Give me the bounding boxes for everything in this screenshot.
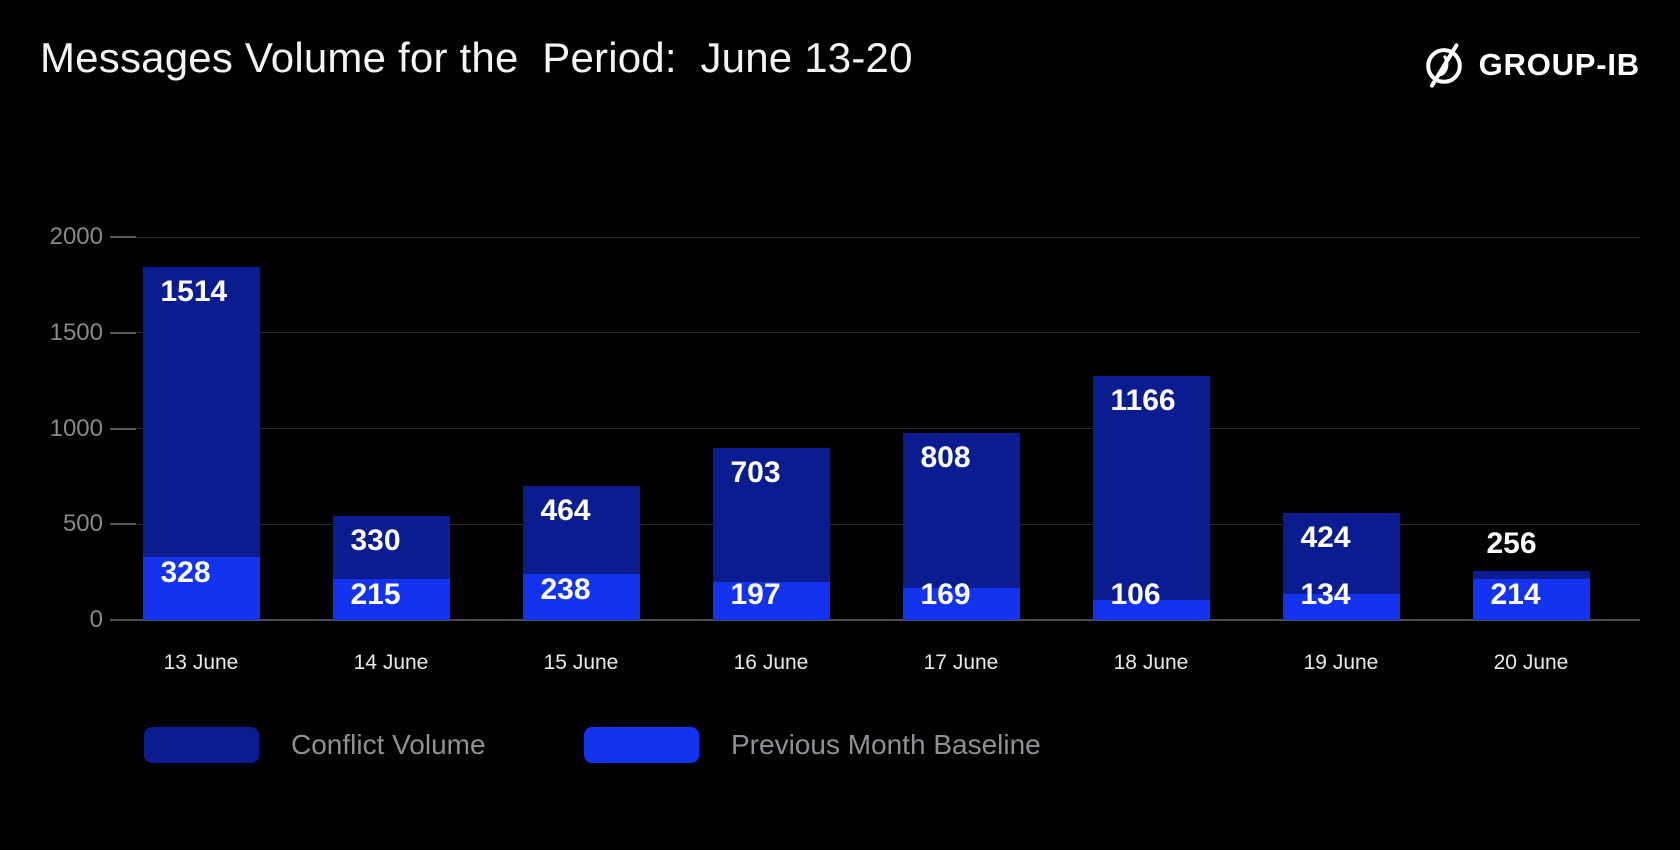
conflict-value-label: 1166 [1110, 384, 1176, 418]
chart-title: Messages Volume for the Period: June 13-… [40, 34, 913, 81]
bar-18-june[interactable]: 1166 106 [1092, 376, 1210, 620]
bar-16-june[interactable]: 703 197 [712, 447, 830, 620]
legend-swatch-baseline [584, 727, 699, 763]
legend-item-previous-month-baseline[interactable]: Previous Month Baseline [584, 724, 1041, 766]
conflict-value-label: 424 [1300, 521, 1351, 555]
baseline-bar-segment [142, 557, 260, 620]
axis-tick-1000 [110, 427, 136, 430]
y-tick-label-500: 500 [62, 510, 103, 538]
baseline-value-label: 214 [1490, 577, 1541, 611]
conflict-value-label: 256 [1486, 526, 1537, 560]
x-label-16-june: 16 June [733, 651, 809, 674]
baseline-bar-segment [1472, 579, 1590, 620]
bar-20-june[interactable]: 214 [1472, 570, 1590, 620]
x-label-20-june: 20 June [1493, 651, 1569, 674]
baseline-value-label: 215 [350, 577, 401, 611]
x-label-14-june: 14 June [353, 651, 429, 674]
y-tick-label-1500: 1500 [49, 318, 103, 346]
x-label-13-june: 13 June [163, 651, 239, 674]
y-tick-label-2000: 2000 [49, 223, 103, 250]
baseline-bar-segment [332, 578, 450, 620]
baseline-bar-segment [522, 574, 640, 620]
legend-swatch-conflict [144, 727, 259, 763]
conflict-value-label: 330 [350, 523, 401, 557]
x-label-19-june: 19 June [1303, 651, 1379, 674]
x-label-17-june: 17 June [923, 651, 999, 674]
bar-19-june[interactable]: 424 134 [1282, 513, 1400, 620]
bar-15-june[interactable]: 464 238 [522, 485, 640, 620]
gridline-500 [110, 523, 1640, 525]
baseline-value-label: 197 [730, 577, 781, 611]
baseline-value-label: 134 [1300, 577, 1351, 611]
x-label-15-june: 15 June [543, 651, 619, 674]
baseline-bar-segment [902, 587, 1020, 620]
x-label-18-june: 18 June [1113, 651, 1189, 674]
baseline-value-label: 106 [1110, 577, 1161, 611]
legend-label-baseline: Previous Month Baseline [731, 729, 1041, 760]
baseline-bar-segment [712, 582, 830, 620]
gridline-2000 [110, 236, 1640, 238]
axis-tick-500 [110, 523, 136, 526]
y-tick-label-1000: 1000 [49, 414, 103, 442]
legend-item-conflict-volume[interactable]: Conflict Volume [144, 724, 486, 766]
brand-name: GROUP-IB [1478, 47, 1640, 82]
legend-label-conflict: Conflict Volume [291, 729, 486, 760]
baseline-bar-segment [1092, 599, 1210, 620]
conflict-value-label: 808 [920, 440, 971, 474]
baseline-bar-segment [1282, 594, 1400, 620]
gridline-1500 [110, 332, 1640, 334]
baseline-value-label: 238 [540, 573, 591, 607]
conflict-value-label: 703 [730, 455, 781, 489]
baseline-value-label: 169 [920, 577, 971, 611]
axis-tick-1500 [110, 331, 136, 334]
y-tick-label-0: 0 [89, 606, 103, 633]
gridline-1000 [110, 428, 1640, 429]
bar-13-june[interactable]: 1514 328 [142, 267, 260, 620]
gridline-0 [110, 619, 1640, 621]
bar-14-june[interactable]: 330 215 [332, 515, 450, 620]
bar-17-june[interactable]: 808 169 [902, 432, 1020, 620]
axis-tick-2000 [110, 236, 136, 238]
group-ib-icon [1425, 43, 1462, 88]
conflict-value-label: 1514 [160, 275, 228, 309]
conflict-value-label: 464 [540, 493, 591, 527]
baseline-value-label: 328 [160, 556, 211, 590]
brand-logo: GROUP-IB [1421, 40, 1640, 90]
